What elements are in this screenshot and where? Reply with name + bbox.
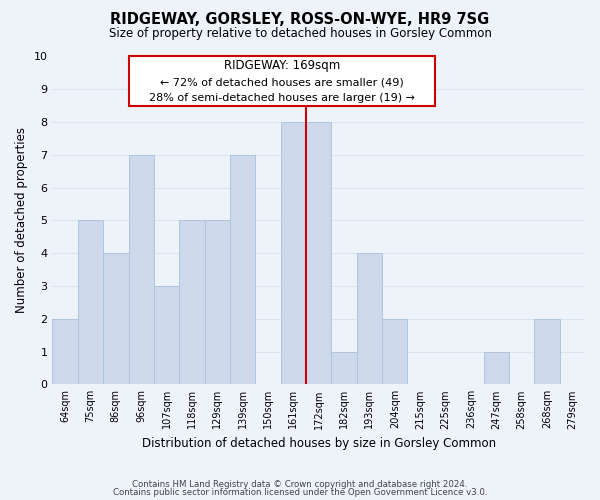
Bar (103, 253, 128, 384)
Text: ← 72% of detached houses are smaller (49): ← 72% of detached houses are smaller (49… (160, 77, 404, 87)
X-axis label: Distribution of detached houses by size in Gorsley Common: Distribution of detached houses by size … (142, 437, 496, 450)
FancyBboxPatch shape (128, 56, 436, 106)
Bar (205, 220, 230, 384)
Bar (306, 122, 331, 384)
Text: Contains HM Land Registry data © Crown copyright and database right 2024.: Contains HM Land Registry data © Crown c… (132, 480, 468, 489)
Bar (230, 155, 256, 384)
Text: RIDGEWAY, GORSLEY, ROSS-ON-WYE, HR9 7SG: RIDGEWAY, GORSLEY, ROSS-ON-WYE, HR9 7SG (110, 12, 490, 28)
Bar (484, 352, 509, 384)
Bar (382, 318, 407, 384)
Bar (128, 155, 154, 384)
Bar (78, 220, 103, 384)
Bar (281, 122, 306, 384)
Text: RIDGEWAY: 169sqm: RIDGEWAY: 169sqm (224, 59, 340, 72)
Text: Size of property relative to detached houses in Gorsley Common: Size of property relative to detached ho… (109, 28, 491, 40)
Bar (52, 318, 78, 384)
Bar (154, 286, 179, 384)
Bar (331, 352, 357, 384)
Bar (357, 253, 382, 384)
Bar (534, 318, 560, 384)
Text: 28% of semi-detached houses are larger (19) →: 28% of semi-detached houses are larger (… (149, 93, 415, 103)
Y-axis label: Number of detached properties: Number of detached properties (15, 128, 28, 314)
Bar (179, 220, 205, 384)
Text: Contains public sector information licensed under the Open Government Licence v3: Contains public sector information licen… (113, 488, 487, 497)
